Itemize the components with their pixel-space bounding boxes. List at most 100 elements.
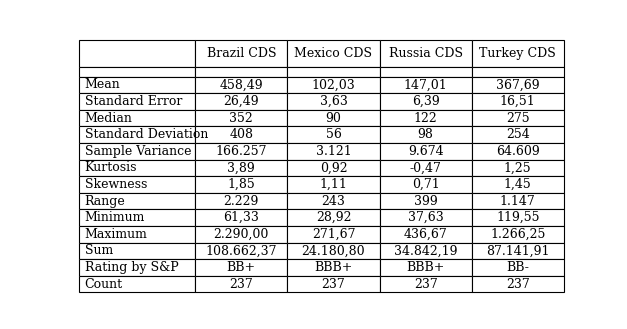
Bar: [79, 209, 195, 226]
Text: 352: 352: [229, 112, 253, 124]
Text: Brazil CDS: Brazil CDS: [206, 47, 276, 60]
Text: Turkey CDS: Turkey CDS: [480, 47, 556, 60]
Bar: [472, 209, 564, 226]
Text: 122: 122: [414, 112, 438, 124]
Text: 1,45: 1,45: [504, 178, 532, 191]
Bar: [379, 242, 472, 259]
Bar: [379, 126, 472, 143]
Bar: [472, 143, 564, 160]
Bar: [472, 176, 564, 193]
Bar: [287, 77, 379, 93]
Text: BBB+: BBB+: [314, 261, 352, 274]
Text: 119,55: 119,55: [496, 211, 539, 224]
Text: BB-: BB-: [507, 261, 529, 274]
Bar: [195, 242, 287, 259]
Bar: [287, 276, 379, 292]
Text: 237: 237: [322, 277, 345, 291]
Bar: [79, 160, 195, 176]
Bar: [379, 209, 472, 226]
Bar: [472, 110, 564, 126]
Bar: [379, 209, 472, 226]
Bar: [79, 259, 195, 276]
Bar: [195, 110, 287, 126]
Bar: [472, 176, 564, 193]
Bar: [287, 242, 379, 259]
Text: Standard Deviation: Standard Deviation: [85, 128, 208, 141]
Bar: [379, 66, 472, 77]
Text: 147,01: 147,01: [404, 78, 448, 91]
Bar: [472, 242, 564, 259]
Bar: [287, 276, 379, 292]
Bar: [195, 160, 287, 176]
Bar: [79, 276, 195, 292]
Text: 237: 237: [506, 277, 530, 291]
Text: Rating by S&P: Rating by S&P: [85, 261, 179, 274]
Text: Sample Variance: Sample Variance: [85, 145, 191, 158]
Bar: [472, 276, 564, 292]
Text: 26,49: 26,49: [223, 95, 259, 108]
Bar: [287, 66, 379, 77]
Text: 408: 408: [229, 128, 253, 141]
Text: Mexico CDS: Mexico CDS: [295, 47, 372, 60]
Bar: [287, 143, 379, 160]
Text: 399: 399: [414, 194, 438, 208]
Bar: [379, 126, 472, 143]
Bar: [472, 110, 564, 126]
Bar: [79, 93, 195, 110]
Bar: [287, 66, 379, 77]
Bar: [287, 160, 379, 176]
Text: 64.609: 64.609: [496, 145, 540, 158]
Bar: [472, 226, 564, 242]
Bar: [379, 77, 472, 93]
Bar: [379, 226, 472, 242]
Text: 237: 237: [229, 277, 253, 291]
Bar: [79, 193, 195, 209]
Bar: [195, 93, 287, 110]
Bar: [195, 209, 287, 226]
Bar: [79, 226, 195, 242]
Bar: [195, 193, 287, 209]
Bar: [79, 77, 195, 93]
Bar: [379, 66, 472, 77]
Bar: [287, 126, 379, 143]
Bar: [472, 40, 564, 66]
Bar: [287, 143, 379, 160]
Text: 1,25: 1,25: [504, 161, 532, 174]
Text: 458,49: 458,49: [219, 78, 263, 91]
Bar: [472, 160, 564, 176]
Bar: [287, 126, 379, 143]
Text: BBB+: BBB+: [406, 261, 445, 274]
Bar: [79, 66, 195, 77]
Text: 16,51: 16,51: [500, 95, 535, 108]
Text: Mean: Mean: [85, 78, 120, 91]
Bar: [472, 209, 564, 226]
Bar: [287, 93, 379, 110]
Text: 56: 56: [325, 128, 341, 141]
Bar: [287, 259, 379, 276]
Bar: [472, 193, 564, 209]
Text: 436,67: 436,67: [404, 228, 448, 241]
Bar: [195, 66, 287, 77]
Text: 243: 243: [322, 194, 345, 208]
Bar: [379, 276, 472, 292]
Bar: [472, 93, 564, 110]
Bar: [195, 259, 287, 276]
Text: 87.141,91: 87.141,91: [486, 244, 549, 257]
Text: 275: 275: [506, 112, 530, 124]
Bar: [379, 259, 472, 276]
Text: 108.662,37: 108.662,37: [206, 244, 277, 257]
Text: Standard Error: Standard Error: [85, 95, 182, 108]
Bar: [379, 160, 472, 176]
Text: 1,11: 1,11: [320, 178, 347, 191]
Bar: [379, 226, 472, 242]
Bar: [195, 193, 287, 209]
Bar: [79, 110, 195, 126]
Text: Median: Median: [85, 112, 132, 124]
Bar: [195, 276, 287, 292]
Text: Skewness: Skewness: [85, 178, 147, 191]
Bar: [79, 66, 195, 77]
Text: BB+: BB+: [227, 261, 256, 274]
Bar: [195, 226, 287, 242]
Bar: [472, 193, 564, 209]
Bar: [472, 276, 564, 292]
